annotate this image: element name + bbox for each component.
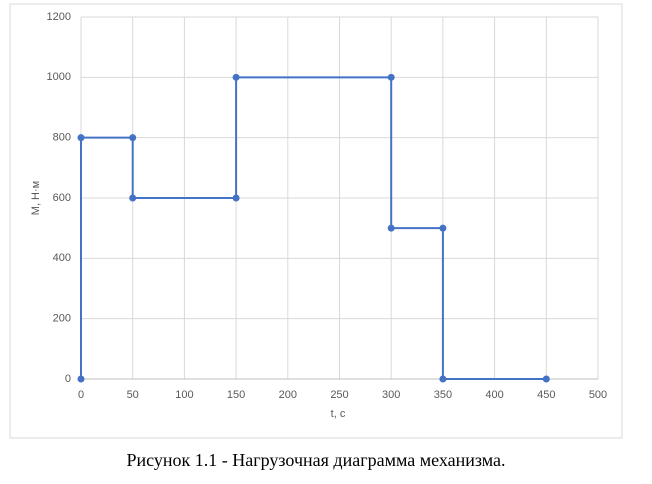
x-tick-label: 250	[330, 389, 348, 401]
x-tick-label: 0	[78, 389, 84, 401]
x-tick-label: 450	[537, 389, 555, 401]
x-tick-label: 100	[175, 389, 193, 401]
y-tick-label: 1000	[47, 71, 71, 83]
data-point	[387, 224, 395, 232]
y-tick-label: 0	[65, 373, 71, 385]
y-tick-label: 400	[53, 252, 71, 264]
data-point	[542, 375, 550, 383]
caption: Рисунок 1.1 - Нагрузочная диаграмма меха…	[126, 450, 506, 470]
x-tick-label: 150	[227, 389, 245, 401]
data-point	[129, 194, 137, 202]
data-point	[439, 375, 447, 383]
y-tick-label: 600	[53, 192, 71, 204]
data-point	[232, 194, 240, 202]
x-axis-label: t, c	[331, 408, 346, 420]
data-point	[77, 375, 85, 383]
data-point	[129, 134, 137, 142]
x-tick-label: 500	[589, 389, 607, 401]
data-point	[439, 224, 447, 232]
x-tick-label: 200	[279, 389, 297, 401]
data-point	[232, 73, 240, 81]
y-axis-label: М, Н·м	[30, 181, 42, 215]
x-tick-label: 300	[382, 389, 400, 401]
chart: t, c М, Н·м 0 200 400 600 800 1000 1200 0 50 100 1…	[9, 3, 623, 439]
data-point	[387, 73, 395, 81]
x-tick-label: 350	[434, 389, 452, 401]
x-tick-label: 400	[485, 389, 503, 401]
x-tick-label: 50	[127, 389, 139, 401]
y-tick-label: 800	[53, 132, 71, 144]
y-tick-label: 200	[53, 313, 71, 325]
data-point	[77, 134, 85, 142]
y-tick-label: 1200	[47, 11, 71, 23]
chart-border	[9, 3, 623, 439]
